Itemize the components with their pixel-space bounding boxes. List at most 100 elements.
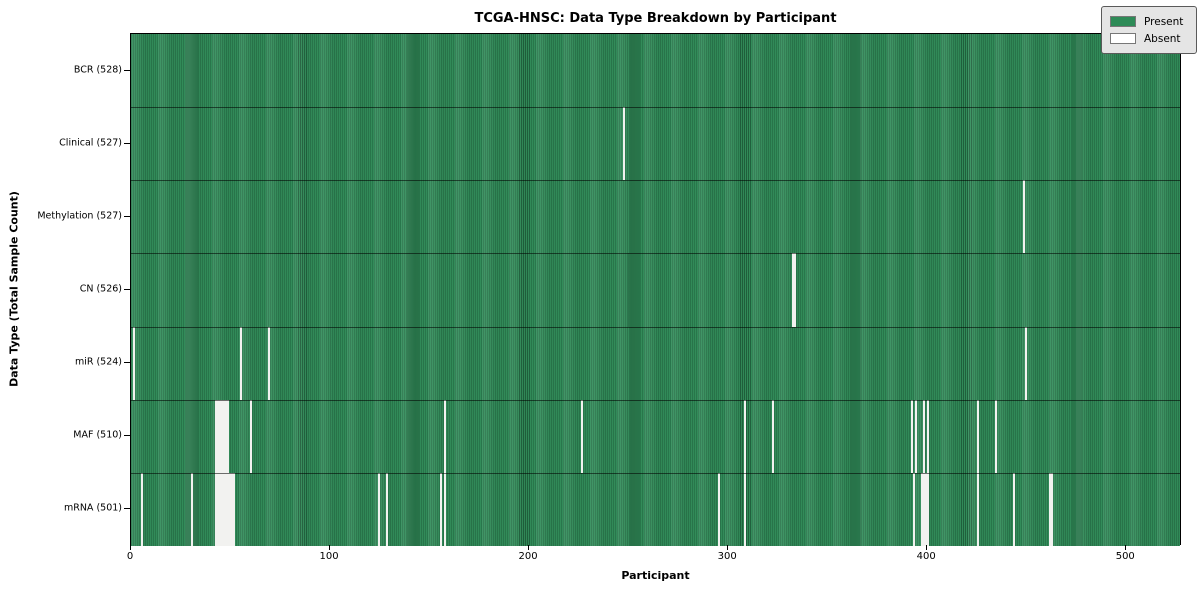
x-axis-title: Participant (621, 569, 690, 582)
absent-stripe (439, 472, 442, 546)
absent-stripe (443, 472, 446, 546)
absent-stripe (976, 399, 979, 473)
xtick-label-0: 0 (126, 551, 134, 562)
absent-stripe (718, 472, 721, 546)
absent-stripe (218, 472, 221, 546)
absent-swatch-icon (1110, 33, 1136, 44)
xtick-label-400: 400 (916, 551, 936, 562)
absent-stripe (214, 399, 217, 473)
ytick-mark (124, 142, 130, 144)
legend-label-absent: Absent (1144, 32, 1181, 45)
absent-stripe (140, 472, 143, 546)
row-separator (131, 180, 1180, 182)
row-separator (131, 253, 1180, 255)
absent-stripe (744, 399, 747, 473)
ytick-label-maf: MAF (510) (73, 429, 122, 441)
ytick-label-cn: CN (526) (79, 283, 122, 295)
row-separator (131, 326, 1180, 328)
absent-stripe (218, 399, 221, 473)
absent-stripe (1022, 180, 1025, 254)
absent-stripe (923, 399, 926, 473)
absent-stripe (921, 472, 924, 546)
absent-stripe (220, 399, 223, 473)
absent-stripe (976, 472, 979, 546)
legend: Present Absent (1101, 6, 1197, 54)
absent-stripe (268, 326, 271, 400)
absent-stripe (190, 472, 193, 546)
ytick-mark (124, 289, 130, 290)
absent-stripe (793, 253, 796, 327)
absent-stripe (226, 472, 229, 546)
row-separator (131, 107, 1180, 109)
xtick-mark (130, 545, 131, 550)
absent-stripe (443, 399, 446, 473)
absent-stripe (913, 472, 916, 546)
absent-stripe (915, 399, 918, 473)
ytick-mark (124, 362, 130, 364)
row-separator (131, 472, 1180, 474)
absent-stripe (1050, 472, 1053, 546)
ytick-mark (124, 435, 130, 437)
ytick-label-methylation: Methylation (527) (37, 210, 122, 222)
row-separator (131, 399, 1180, 401)
row-mir (131, 326, 1180, 400)
ytick-mark (124, 69, 130, 71)
absent-stripe (1048, 472, 1051, 546)
ytick-mark (124, 215, 130, 217)
absent-stripe (377, 472, 380, 546)
absent-stripe (230, 472, 233, 546)
xtick-label-200: 200 (518, 551, 538, 562)
absent-stripe (622, 107, 625, 181)
chart-title: TCGA-HNSC: Data Type Breakdown by Partic… (474, 11, 837, 26)
xtick-mark (727, 545, 729, 550)
absent-stripe (994, 399, 997, 473)
absent-stripe (228, 472, 231, 546)
absent-stripe (744, 472, 747, 546)
absent-stripe (927, 399, 930, 473)
xtick-mark (528, 545, 530, 550)
legend-entry-absent: Absent (1110, 30, 1188, 47)
row-cn (131, 253, 1180, 327)
row-mrna (131, 472, 1180, 546)
absent-stripe (1024, 326, 1027, 400)
y-axis-title: Data Type (Total Sample Count) (7, 191, 21, 387)
row-bcr (131, 34, 1180, 108)
absent-stripe (927, 472, 930, 546)
absent-stripe (224, 472, 227, 546)
absent-stripe (222, 399, 225, 473)
absent-stripe (791, 253, 794, 327)
absent-stripe (216, 399, 219, 473)
legend-entry-present: Present (1110, 13, 1188, 30)
absent-stripe (216, 472, 219, 546)
xtick-label-100: 100 (319, 551, 339, 562)
xtick-label-500: 500 (1115, 551, 1135, 562)
absent-stripe (222, 472, 225, 546)
xtick-mark (926, 545, 928, 550)
xtick-mark (1125, 545, 1127, 550)
ytick-label-bcr: BCR (528) (73, 64, 122, 76)
absent-stripe (232, 472, 235, 546)
absent-stripe (580, 399, 583, 473)
xtick-mark (329, 545, 331, 550)
absent-stripe (771, 399, 774, 473)
plot-area (130, 33, 1181, 546)
present-swatch-icon (1110, 16, 1136, 27)
absent-stripe (220, 472, 223, 546)
ytick-label-mir: miR (524) (74, 356, 122, 368)
absent-stripe (240, 326, 243, 400)
absent-stripe (911, 399, 914, 473)
legend-label-present: Present (1144, 15, 1184, 28)
row-maf (131, 399, 1180, 473)
row-methylation (131, 180, 1180, 254)
ytick-label-clinical: Clinical (527) (59, 137, 122, 149)
absent-stripe (224, 399, 227, 473)
absent-stripe (226, 399, 229, 473)
absent-stripe (385, 472, 388, 546)
absent-stripe (132, 326, 135, 400)
absent-stripe (925, 472, 928, 546)
absent-stripe (250, 399, 253, 473)
row-clinical (131, 107, 1180, 181)
absent-stripe (214, 472, 217, 546)
ytick-label-mrna: mRNA (501) (63, 502, 122, 514)
